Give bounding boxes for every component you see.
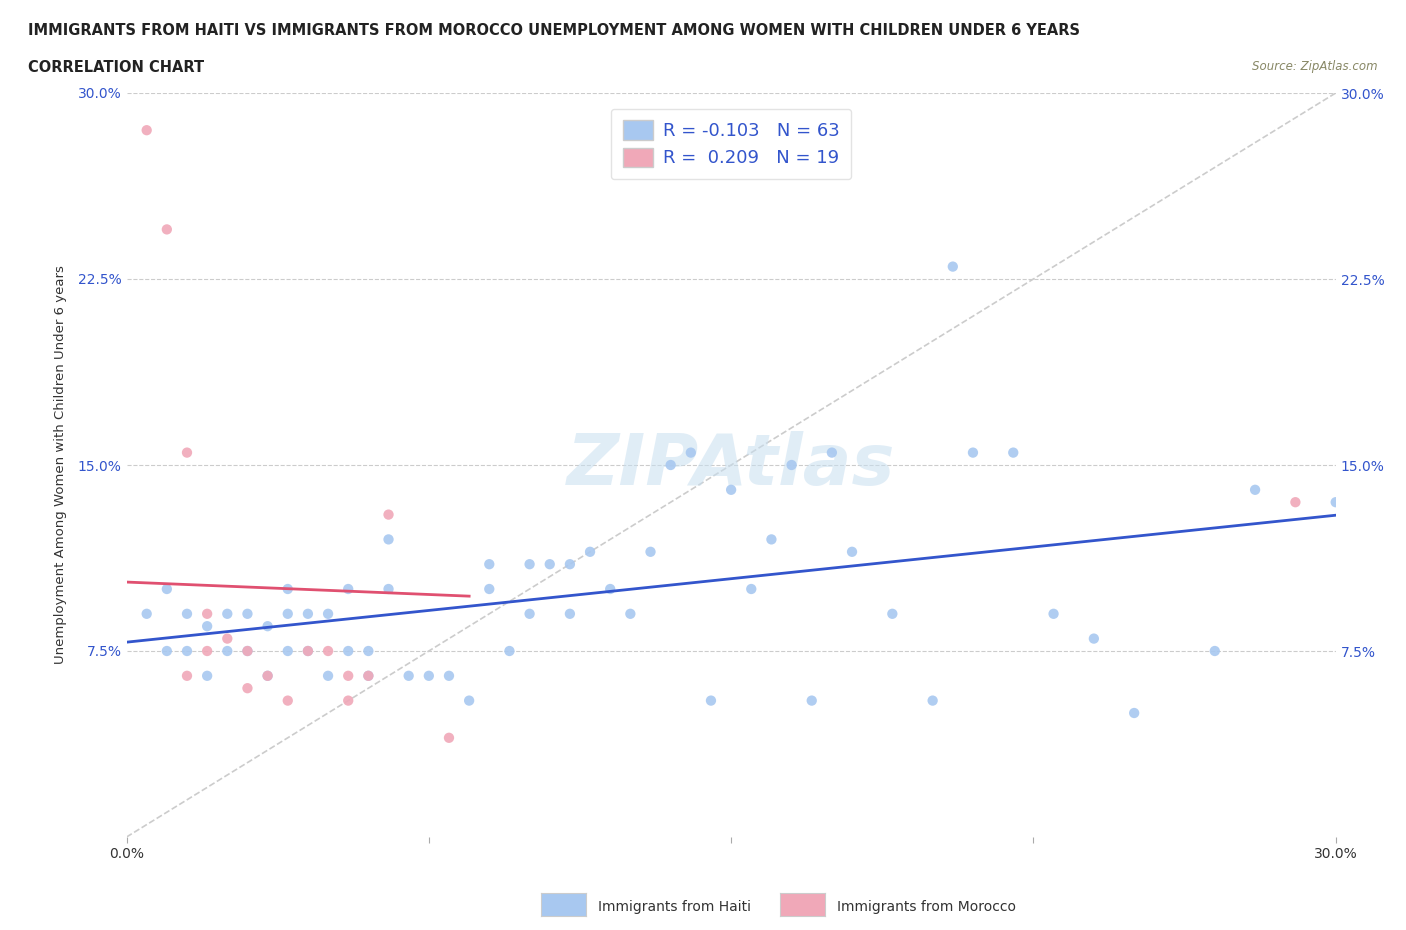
Point [800,693,823,708]
Point [176,606,198,621]
Point [1204,644,1226,658]
Point [780,458,803,472]
Point [519,606,541,621]
Point [135,606,157,621]
Point [217,631,239,646]
Point [357,669,380,684]
Text: CORRELATION CHART: CORRELATION CHART [28,60,204,75]
Point [942,259,965,274]
Legend: R = -0.103   N = 63, R =  0.209   N = 19: R = -0.103 N = 63, R = 0.209 N = 19 [612,109,851,179]
Point [195,606,218,621]
Point [1042,606,1064,621]
Point [619,606,641,621]
Point [1083,631,1105,646]
Point [277,581,299,596]
Point [377,581,399,596]
Point [217,644,239,658]
Point [659,458,682,472]
Point [277,693,299,708]
Point [1123,706,1146,721]
Text: Source: ZipAtlas.com: Source: ZipAtlas.com [1253,60,1378,73]
Text: Immigrants from Haiti: Immigrants from Haiti [598,899,751,914]
Point [297,644,319,658]
Point [195,644,218,658]
Point [377,532,399,547]
Point [236,681,259,696]
Point [740,581,762,596]
Point [256,669,278,684]
Point [337,693,360,708]
Point [558,557,581,572]
Point [1284,495,1306,510]
Point [558,606,581,621]
Point [337,581,360,596]
Text: IMMIGRANTS FROM HAITI VS IMMIGRANTS FROM MOROCCO UNEMPLOYMENT AMONG WOMEN WITH C: IMMIGRANTS FROM HAITI VS IMMIGRANTS FROM… [28,23,1080,38]
Point [277,606,299,621]
Point [277,644,299,658]
Point [962,445,984,460]
Point [841,544,863,559]
Point [217,606,239,621]
Point [316,644,339,658]
Text: ZIPAtlas: ZIPAtlas [567,431,896,499]
Point [297,644,319,658]
Point [236,644,259,658]
Point [398,669,420,684]
Point [176,445,198,460]
Point [921,693,943,708]
Point [679,445,702,460]
Point [437,669,460,684]
Point [519,557,541,572]
Point [297,606,319,621]
Point [236,606,259,621]
Point [478,581,501,596]
Point [256,669,278,684]
Point [437,730,460,745]
Point [156,644,179,658]
Point [478,557,501,572]
Point [256,618,278,633]
Point [337,669,360,684]
Point [1244,483,1267,498]
Point [1002,445,1025,460]
Point [599,581,621,596]
Point [357,644,380,658]
Point [821,445,844,460]
Point [377,507,399,522]
Point [316,669,339,684]
Point [418,669,440,684]
Y-axis label: Unemployment Among Women with Children Under 6 years: Unemployment Among Women with Children U… [53,266,66,664]
Point [176,644,198,658]
Point [720,483,742,498]
Point [195,669,218,684]
Point [176,669,198,684]
Point [498,644,520,658]
Point [316,606,339,621]
Point [882,606,904,621]
Point [761,532,783,547]
Point [538,557,561,572]
Point [700,693,723,708]
Point [337,644,360,658]
Point [579,544,602,559]
Point [357,669,380,684]
Point [195,618,218,633]
Point [156,581,179,596]
Point [458,693,481,708]
Point [156,222,179,237]
Text: Immigrants from Morocco: Immigrants from Morocco [837,899,1015,914]
Point [640,544,662,559]
Point [135,123,157,138]
Point [1324,495,1347,510]
Point [236,644,259,658]
